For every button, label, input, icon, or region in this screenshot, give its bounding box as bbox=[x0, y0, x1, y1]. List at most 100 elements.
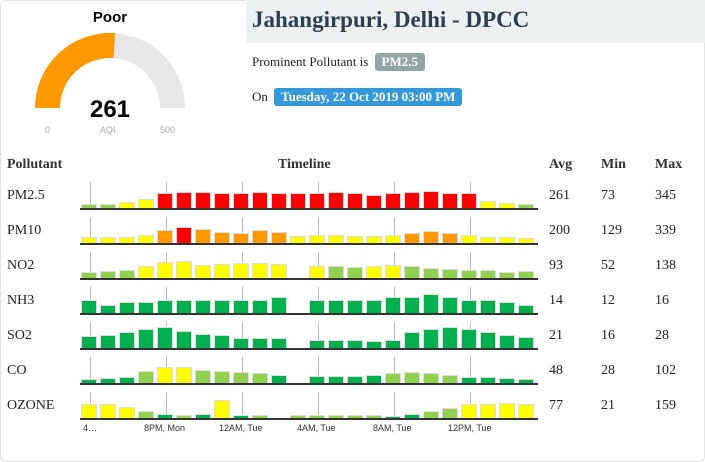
timeline-bar[interactable] bbox=[157, 262, 173, 278]
timeline-bar[interactable] bbox=[214, 193, 230, 208]
timeline-bar[interactable] bbox=[81, 204, 97, 208]
timeline-bar[interactable] bbox=[499, 237, 515, 243]
timeline-bar[interactable] bbox=[404, 372, 420, 383]
timeline-bar[interactable] bbox=[100, 404, 116, 418]
timeline-bar[interactable] bbox=[119, 302, 135, 313]
timeline-bar[interactable] bbox=[252, 415, 268, 418]
timeline-bar[interactable] bbox=[100, 335, 116, 348]
timeline-bar[interactable] bbox=[290, 236, 306, 243]
timeline-bar[interactable] bbox=[328, 235, 344, 243]
timeline-bar[interactable] bbox=[81, 272, 97, 278]
timeline-bar[interactable] bbox=[347, 376, 363, 383]
timeline-bar[interactable] bbox=[157, 414, 173, 418]
timeline-bar[interactable] bbox=[119, 237, 135, 243]
timeline-bar[interactable] bbox=[290, 193, 306, 208]
timeline-bar[interactable] bbox=[309, 300, 325, 313]
timeline-bar[interactable] bbox=[385, 340, 401, 348]
timeline-bar[interactable] bbox=[81, 300, 97, 313]
timeline-bar[interactable] bbox=[195, 192, 211, 208]
timeline-bar[interactable] bbox=[347, 415, 363, 418]
timeline-bar[interactable] bbox=[176, 331, 192, 348]
timeline-bar[interactable] bbox=[480, 300, 496, 313]
timeline-bar[interactable] bbox=[423, 294, 439, 313]
timeline-bar[interactable] bbox=[195, 334, 211, 348]
timeline-bar[interactable] bbox=[157, 193, 173, 208]
timeline-bar[interactable] bbox=[157, 230, 173, 243]
timeline-bar[interactable] bbox=[157, 300, 173, 313]
timeline-bar[interactable] bbox=[214, 264, 230, 278]
timeline-bar[interactable] bbox=[461, 235, 477, 243]
timeline-bar[interactable] bbox=[100, 204, 116, 208]
timeline-bar[interactable] bbox=[214, 335, 230, 348]
timeline-bar[interactable] bbox=[252, 230, 268, 243]
timeline-bar[interactable] bbox=[176, 415, 192, 418]
timeline-bar[interactable] bbox=[328, 415, 344, 418]
timeline-row[interactable] bbox=[80, 390, 538, 420]
timeline-bar[interactable] bbox=[423, 373, 439, 383]
timeline-bar[interactable] bbox=[233, 300, 249, 313]
timeline-row[interactable] bbox=[80, 215, 538, 245]
timeline-bar[interactable] bbox=[404, 192, 420, 208]
timeline-bar[interactable] bbox=[404, 332, 420, 348]
timeline-bar[interactable] bbox=[499, 203, 515, 208]
timeline-bar[interactable] bbox=[518, 404, 534, 418]
timeline-bar[interactable] bbox=[499, 272, 515, 278]
timeline-bar[interactable] bbox=[214, 400, 230, 418]
timeline-bar[interactable] bbox=[252, 300, 268, 313]
timeline-row[interactable] bbox=[80, 180, 538, 210]
timeline-bar[interactable] bbox=[309, 235, 325, 243]
timeline-bar[interactable] bbox=[518, 305, 534, 313]
timeline-bar[interactable] bbox=[328, 300, 344, 313]
timeline-bar[interactable] bbox=[385, 235, 401, 243]
timeline-bar[interactable] bbox=[138, 302, 154, 313]
timeline-bar[interactable] bbox=[442, 375, 458, 383]
timeline-bar[interactable] bbox=[385, 297, 401, 313]
timeline-bar[interactable] bbox=[309, 415, 325, 418]
timeline-bar[interactable] bbox=[442, 269, 458, 278]
timeline-bar[interactable] bbox=[442, 327, 458, 348]
timeline-bar[interactable] bbox=[138, 411, 154, 418]
timeline-bar[interactable] bbox=[138, 199, 154, 208]
timeline-bar[interactable] bbox=[366, 375, 382, 383]
timeline-bar[interactable] bbox=[385, 265, 401, 278]
timeline-bar[interactable] bbox=[138, 371, 154, 383]
timeline-bar[interactable] bbox=[404, 414, 420, 418]
timeline-bar[interactable] bbox=[176, 192, 192, 208]
timeline-bar[interactable] bbox=[271, 193, 287, 208]
timeline-bar[interactable] bbox=[347, 236, 363, 243]
timeline-bar[interactable] bbox=[271, 232, 287, 243]
timeline-row[interactable] bbox=[80, 285, 538, 315]
timeline-bar[interactable] bbox=[499, 335, 515, 348]
timeline-bar[interactable] bbox=[328, 266, 344, 278]
timeline-bar[interactable] bbox=[138, 235, 154, 243]
timeline-bar[interactable] bbox=[119, 332, 135, 348]
timeline-bar[interactable] bbox=[271, 375, 287, 383]
timeline-bar[interactable] bbox=[328, 376, 344, 383]
timeline-bar[interactable] bbox=[271, 338, 287, 348]
timeline-bar[interactable] bbox=[81, 379, 97, 383]
timeline-bar[interactable] bbox=[499, 403, 515, 418]
timeline-bar[interactable] bbox=[461, 193, 477, 208]
timeline-bar[interactable] bbox=[518, 204, 534, 208]
timeline-bar[interactable] bbox=[252, 263, 268, 278]
timeline-bar[interactable] bbox=[480, 201, 496, 208]
timeline-bar[interactable] bbox=[214, 232, 230, 243]
timeline-bar[interactable] bbox=[366, 236, 382, 243]
timeline-bar[interactable] bbox=[309, 266, 325, 278]
timeline-bar[interactable] bbox=[214, 371, 230, 383]
timeline-bar[interactable] bbox=[442, 193, 458, 208]
timeline-bar[interactable] bbox=[518, 337, 534, 348]
timeline-bar[interactable] bbox=[385, 416, 401, 418]
timeline-bar[interactable] bbox=[328, 192, 344, 208]
timeline-bar[interactable] bbox=[252, 192, 268, 208]
timeline-bar[interactable] bbox=[81, 237, 97, 243]
timeline-bar[interactable] bbox=[366, 300, 382, 313]
timeline-bar[interactable] bbox=[480, 377, 496, 383]
timeline-bar[interactable] bbox=[423, 191, 439, 208]
timeline-bar[interactable] bbox=[309, 376, 325, 383]
timeline-bar[interactable] bbox=[119, 202, 135, 208]
timeline-bar[interactable] bbox=[195, 229, 211, 243]
timeline-bar[interactable] bbox=[233, 372, 249, 383]
timeline-bar[interactable] bbox=[81, 404, 97, 418]
timeline-bar[interactable] bbox=[461, 377, 477, 383]
